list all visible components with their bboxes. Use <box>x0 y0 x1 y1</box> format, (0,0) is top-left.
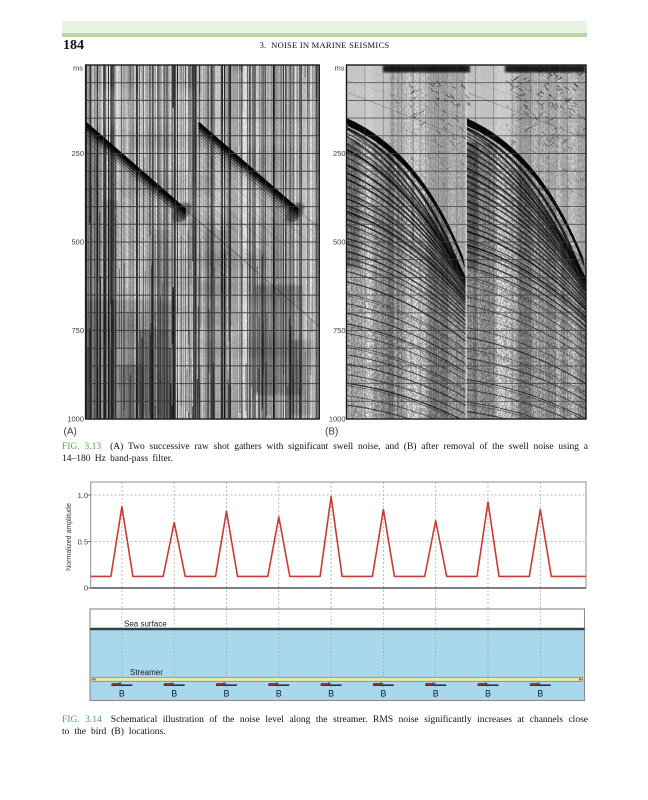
svg-text:250: 250 <box>71 149 84 158</box>
svg-text:B: B <box>119 689 125 699</box>
svg-text:ms: ms <box>73 64 83 73</box>
svg-text:(B): (B) <box>325 427 338 438</box>
svg-text:B: B <box>171 689 177 699</box>
svg-text:B: B <box>223 689 229 699</box>
svg-text:0.5: 0.5 <box>78 537 88 546</box>
svg-text:0: 0 <box>84 583 88 592</box>
svg-text:250: 250 <box>333 149 346 158</box>
svg-text:ms: ms <box>335 64 345 73</box>
svg-text:B: B <box>380 689 386 699</box>
svg-text:B: B <box>328 689 334 699</box>
svg-text:(A): (A) <box>64 427 77 438</box>
svg-text:1000: 1000 <box>329 415 346 424</box>
svg-text:B: B <box>276 689 282 699</box>
svg-text:B: B <box>433 689 439 699</box>
svg-text:1000: 1000 <box>67 415 84 424</box>
svg-text:B: B <box>537 689 543 699</box>
svg-text:750: 750 <box>333 326 346 335</box>
svg-text:500: 500 <box>71 238 84 247</box>
svg-text:Sea surface: Sea surface <box>124 620 167 629</box>
svg-text:750: 750 <box>71 326 84 335</box>
svg-text:B: B <box>485 689 491 699</box>
svg-text:Normalized amplitude: Normalized amplitude <box>66 503 73 571</box>
svg-text:500: 500 <box>333 238 346 247</box>
svg-text:1.0: 1.0 <box>78 491 88 500</box>
svg-text:Streamer: Streamer <box>130 668 163 677</box>
